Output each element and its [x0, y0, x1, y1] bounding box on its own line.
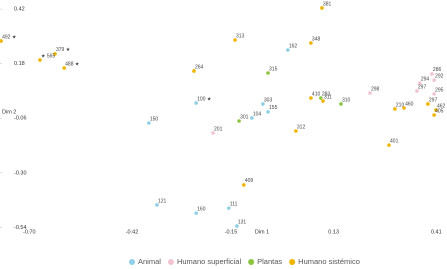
point-label: 294 [421, 76, 430, 82]
point [368, 91, 372, 95]
point [430, 72, 434, 76]
x-axis-label: Dim 1 [255, 229, 269, 235]
y-tick-label: -0.06 [14, 116, 27, 122]
point [0, 39, 3, 43]
x-tick-label: -0.15 [225, 229, 238, 235]
point [418, 81, 422, 85]
point [250, 116, 254, 120]
point-label: 292 [435, 73, 444, 79]
point [194, 211, 198, 215]
point [309, 96, 313, 100]
legend-swatch [248, 259, 255, 265]
point-label: 381 [323, 1, 332, 7]
point-label: 131 [238, 219, 247, 225]
point [321, 99, 325, 103]
point [266, 71, 270, 75]
point [194, 101, 198, 105]
point [432, 78, 436, 82]
legend-swatch [167, 259, 174, 265]
point-label: 155 [269, 105, 278, 111]
y-tick-label: 0.18 [14, 61, 25, 67]
x-tick-label: -0.42 [126, 229, 139, 235]
point [62, 66, 66, 70]
point-label: 303 [264, 97, 273, 103]
legend-label: Humano sistémico [298, 257, 360, 266]
point-label: 201 [214, 126, 223, 132]
point [53, 52, 57, 56]
point [320, 6, 324, 10]
point [402, 106, 406, 110]
legend-label: Humano superficial [177, 257, 242, 266]
point [266, 110, 270, 114]
point [211, 131, 215, 135]
point [319, 96, 323, 100]
point-label: 462 [437, 103, 446, 109]
point [233, 38, 237, 42]
point-label: 100 ★ [197, 96, 212, 102]
point-label: 409 [245, 178, 254, 184]
point-label: 379 ★ [56, 47, 71, 53]
point-label: 401 [390, 138, 399, 144]
point-label: 111 [230, 201, 238, 207]
point-label: 315 [269, 66, 278, 72]
point-label: 410 [312, 91, 321, 97]
legend-label: Plantas [257, 257, 282, 266]
x-tick-label: -0.70 [23, 229, 36, 235]
point-label: 264 [195, 64, 204, 70]
point-label: 301 [240, 114, 249, 120]
point [155, 203, 159, 207]
point [38, 58, 42, 62]
point [261, 102, 265, 106]
point-label: 460 [405, 101, 414, 107]
y-tick-label: 0.42 [14, 7, 25, 13]
point-label: 295 [435, 87, 444, 93]
point-label: 348 [312, 36, 321, 42]
point [339, 102, 343, 106]
point-label: 160 [197, 206, 206, 212]
point [286, 48, 290, 52]
legend-swatch [289, 259, 296, 265]
point-label: 405 [435, 108, 444, 114]
y-tick-label: -0.30 [14, 170, 27, 176]
y-axis-label: Dim 2 [2, 109, 16, 115]
point-label: 286 [433, 67, 442, 73]
point [415, 89, 419, 93]
legend-label: Animal [138, 257, 161, 266]
point [192, 69, 196, 73]
point [294, 129, 298, 133]
point [147, 121, 151, 125]
point-label: 104 [253, 111, 262, 117]
point [432, 92, 436, 96]
point-label: 310 [342, 97, 351, 103]
point-label: 312 [297, 124, 306, 130]
x-tick-label: 0.13 [328, 229, 339, 235]
point [227, 206, 231, 210]
point-label: 313 [236, 33, 245, 39]
point-label: 298 [371, 86, 380, 92]
point-label: 162 [289, 43, 298, 49]
point-label: 150 [150, 116, 159, 122]
point-label: 210 [396, 102, 405, 108]
point [242, 183, 246, 187]
y-tick-label: -0.54 [14, 225, 27, 231]
point-label: 121 [158, 198, 167, 204]
legend-swatch [129, 259, 135, 265]
point-label: 283 [322, 91, 331, 97]
point [434, 108, 438, 112]
point-label: 488 ★ [65, 61, 80, 67]
point [393, 107, 397, 111]
point [432, 113, 436, 117]
point-label: 311 [324, 94, 332, 100]
point-label: 297 [418, 84, 427, 90]
point [387, 143, 391, 147]
point-label: 492 ★ [2, 34, 17, 40]
point-label: ★ 565 [41, 53, 55, 59]
point-label: 297 [429, 97, 438, 103]
point [235, 224, 239, 228]
point [309, 41, 313, 45]
point [237, 119, 241, 123]
point [426, 102, 430, 106]
x-tick-label: 0.41 [431, 229, 442, 235]
